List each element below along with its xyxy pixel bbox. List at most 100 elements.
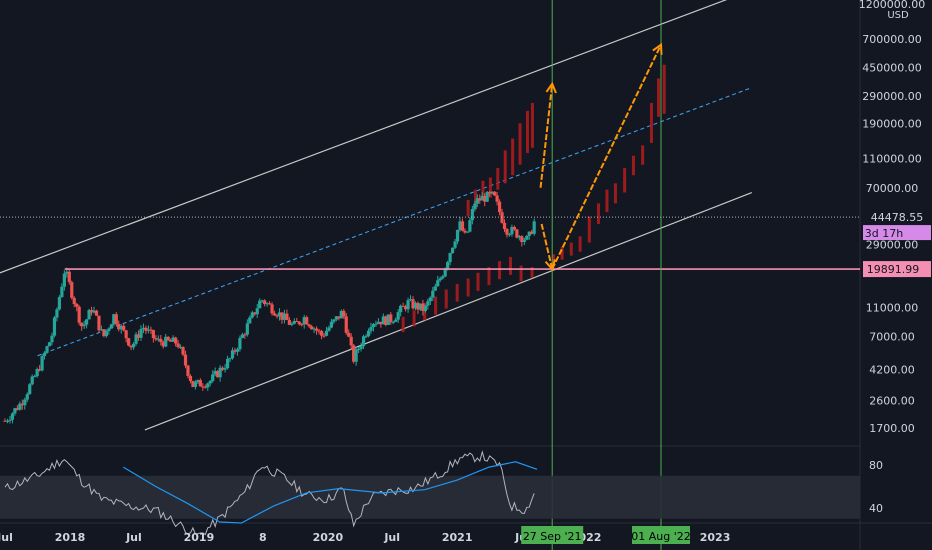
projection-bar <box>503 150 507 184</box>
candle-body <box>337 316 341 319</box>
candle-body <box>127 338 131 346</box>
projection-bar <box>596 203 600 224</box>
projection-layer <box>401 64 666 333</box>
candle-body <box>483 196 487 202</box>
time-marker-label-1: 27 Sep '21 <box>523 530 582 543</box>
candle-body <box>193 382 198 387</box>
x-tick-label: 2021 <box>442 531 473 544</box>
candle-body <box>40 356 44 371</box>
candle-body <box>379 321 383 325</box>
candle-body <box>280 312 284 320</box>
projection-bar <box>662 64 666 114</box>
candle-body <box>208 381 212 384</box>
y-tick-label: 110000.00 <box>862 153 922 166</box>
arrow-layer <box>539 42 663 272</box>
forecast-arrow-1 <box>539 83 554 188</box>
candle-body <box>465 231 470 233</box>
candle-body <box>376 321 380 324</box>
candle-body <box>386 314 390 325</box>
projection-bar <box>444 289 448 309</box>
rsi-band <box>0 475 860 519</box>
candle-body <box>196 380 200 383</box>
x-tick-label: 2023 <box>700 531 731 544</box>
candle-body <box>463 230 467 233</box>
candle-body <box>450 247 455 254</box>
candle-body <box>453 241 457 248</box>
candle-body <box>30 376 34 385</box>
candle-body <box>282 313 287 320</box>
candle-body <box>267 303 272 305</box>
candle-body <box>297 321 301 325</box>
time-marker-tag-1 <box>521 526 584 544</box>
candle-body <box>495 195 499 202</box>
candle-body <box>47 342 52 347</box>
candle-body <box>52 317 57 336</box>
candle-body <box>240 334 244 338</box>
candle-body <box>174 337 178 344</box>
y-tick-label: 450000.00 <box>862 62 922 75</box>
candle-body <box>275 315 279 317</box>
candle-body <box>183 354 188 366</box>
candle-body <box>443 268 447 277</box>
candle-body <box>329 321 334 328</box>
candle-body <box>258 300 262 309</box>
candle-body <box>357 348 361 350</box>
candle-body <box>55 309 59 318</box>
candle-body <box>510 227 514 235</box>
candle-body <box>8 419 12 421</box>
candle-body <box>391 321 395 323</box>
candle-body <box>527 231 531 236</box>
candle-body <box>216 371 220 378</box>
projection-bar <box>525 110 529 153</box>
candle-body <box>369 327 373 331</box>
projection-bar <box>481 180 485 200</box>
candle-body <box>307 324 311 327</box>
candle-body <box>312 328 316 330</box>
candle-body <box>198 380 202 387</box>
x-tick-label: Jul <box>0 531 13 544</box>
projection-bar <box>587 216 591 243</box>
rsi-panel[interactable] <box>0 450 860 536</box>
candle-body <box>310 326 314 330</box>
candle-body <box>468 220 472 232</box>
candle-body <box>20 403 24 406</box>
candle-body <box>181 347 185 355</box>
projection-bar <box>434 296 438 315</box>
candle-body <box>156 338 160 340</box>
candle-body <box>104 331 108 337</box>
projection-bar <box>511 138 515 176</box>
candle-body <box>423 305 427 311</box>
candle-body <box>92 310 96 313</box>
candle-body <box>141 327 146 330</box>
projection-bar <box>560 246 564 260</box>
y-tick-label: 290000.00 <box>862 90 922 103</box>
candle-body <box>500 212 504 223</box>
candle-body <box>334 316 338 320</box>
candle-body <box>85 319 89 325</box>
candle-body <box>60 286 64 298</box>
candle-body <box>107 328 111 332</box>
candle-body <box>171 337 175 342</box>
candle-body <box>532 221 536 234</box>
candle-body <box>290 323 294 325</box>
y-tick-label: 4200.00 <box>869 364 915 377</box>
candle-body <box>255 308 259 315</box>
candle-body <box>446 262 450 269</box>
candle-body <box>23 399 27 406</box>
y-tick-label: 700000.00 <box>862 33 922 46</box>
candle-body <box>302 317 306 325</box>
x-tick-label: 2019 <box>184 531 215 544</box>
candle-body <box>327 327 331 331</box>
candle-body <box>159 338 163 343</box>
candle-body <box>151 330 155 339</box>
candle-body <box>406 300 410 310</box>
candle-body <box>416 302 420 310</box>
candle-body <box>473 203 477 210</box>
candle-layer <box>3 190 536 424</box>
projection-bar <box>496 168 500 190</box>
candle-body <box>97 315 101 331</box>
projection-bar <box>466 278 470 297</box>
candle-body <box>176 343 180 348</box>
